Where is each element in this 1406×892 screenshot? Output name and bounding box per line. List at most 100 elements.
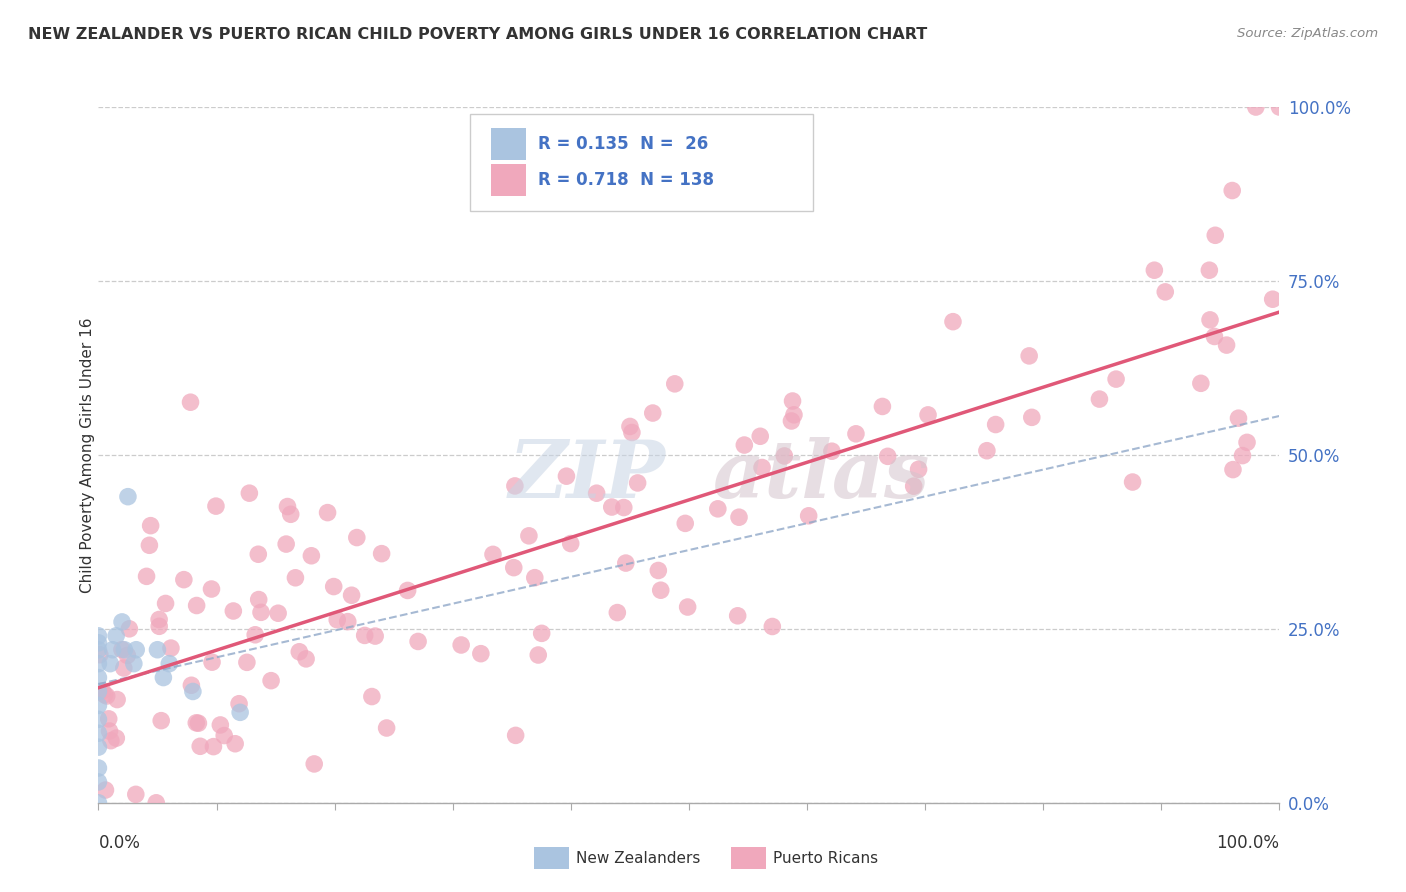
Point bbox=[299, 549, 322, 563]
Point bbox=[1088, 392, 1111, 406]
Point bbox=[707, 501, 730, 516]
Point bbox=[619, 419, 641, 434]
Point bbox=[87, 671, 110, 685]
Point bbox=[105, 692, 128, 706]
Point bbox=[87, 761, 110, 775]
Point bbox=[260, 673, 283, 688]
Point bbox=[620, 425, 643, 440]
Point bbox=[122, 657, 145, 671]
Point bbox=[187, 716, 209, 731]
Point bbox=[728, 510, 751, 524]
Point bbox=[821, 444, 844, 458]
Point bbox=[89, 648, 111, 662]
Point bbox=[353, 628, 375, 642]
Point bbox=[245, 628, 267, 642]
Point bbox=[87, 740, 110, 755]
Point bbox=[139, 518, 162, 533]
Point bbox=[105, 629, 128, 643]
Point bbox=[200, 582, 222, 596]
Point bbox=[1232, 449, 1254, 463]
Point bbox=[117, 490, 139, 504]
Point bbox=[326, 613, 349, 627]
Point bbox=[160, 641, 183, 656]
Point bbox=[1105, 372, 1128, 386]
Point bbox=[152, 671, 174, 685]
Point bbox=[1261, 292, 1284, 306]
Point bbox=[907, 462, 929, 476]
Point bbox=[112, 661, 135, 675]
Text: Puerto Ricans: Puerto Ricans bbox=[773, 851, 879, 865]
Point bbox=[148, 619, 170, 633]
Point bbox=[316, 506, 339, 520]
Point bbox=[87, 636, 110, 650]
Point bbox=[1154, 285, 1177, 299]
Point bbox=[942, 315, 965, 329]
Text: 0.0%: 0.0% bbox=[98, 834, 141, 852]
Point bbox=[876, 450, 898, 464]
Point bbox=[101, 642, 124, 657]
Text: R = 0.135  N =  26: R = 0.135 N = 26 bbox=[537, 135, 709, 153]
Point bbox=[450, 638, 472, 652]
Point bbox=[87, 698, 110, 713]
Point bbox=[1199, 313, 1222, 327]
Point bbox=[87, 712, 110, 726]
Point bbox=[138, 538, 160, 552]
Point bbox=[560, 536, 582, 550]
Point bbox=[87, 775, 110, 789]
Point bbox=[1215, 338, 1237, 352]
Point bbox=[761, 619, 783, 633]
Point bbox=[530, 626, 553, 640]
Point bbox=[502, 560, 524, 574]
Point bbox=[125, 642, 148, 657]
Point bbox=[180, 395, 202, 409]
Point bbox=[322, 580, 344, 594]
Point bbox=[336, 615, 359, 629]
Text: NEW ZEALANDER VS PUERTO RICAN CHILD POVERTY AMONG GIRLS UNDER 16 CORRELATION CHA: NEW ZEALANDER VS PUERTO RICAN CHILD POVE… bbox=[28, 27, 928, 42]
Point bbox=[676, 600, 699, 615]
Point bbox=[205, 499, 228, 513]
Point bbox=[647, 564, 669, 578]
Point bbox=[650, 583, 672, 598]
Bar bbox=[491, 128, 526, 160]
Point bbox=[751, 460, 773, 475]
Point bbox=[375, 721, 398, 735]
Point bbox=[87, 726, 110, 740]
Point bbox=[111, 642, 134, 657]
Point bbox=[91, 683, 114, 698]
Point bbox=[87, 657, 110, 671]
Point bbox=[302, 756, 325, 771]
Point bbox=[1189, 376, 1212, 391]
Point bbox=[96, 689, 118, 703]
Point bbox=[98, 657, 121, 671]
Point bbox=[209, 718, 232, 732]
Point bbox=[236, 656, 259, 670]
Point bbox=[984, 417, 1007, 432]
Point bbox=[145, 796, 167, 810]
Point bbox=[872, 400, 894, 414]
Point bbox=[98, 724, 121, 739]
Point bbox=[288, 645, 311, 659]
Point bbox=[396, 583, 419, 598]
Point bbox=[727, 608, 749, 623]
Point bbox=[267, 606, 290, 620]
Point bbox=[783, 408, 806, 422]
Point bbox=[482, 547, 505, 561]
Point bbox=[188, 739, 211, 754]
Point bbox=[93, 688, 115, 702]
Point bbox=[1244, 100, 1267, 114]
Y-axis label: Child Poverty Among Girls Under 16: Child Poverty Among Girls Under 16 bbox=[80, 318, 94, 592]
Point bbox=[626, 475, 648, 490]
Point bbox=[202, 739, 225, 754]
Point bbox=[155, 597, 177, 611]
Point bbox=[224, 737, 246, 751]
Point bbox=[797, 508, 820, 523]
Point bbox=[773, 449, 796, 463]
Point bbox=[100, 733, 122, 747]
Point bbox=[276, 500, 298, 514]
Point bbox=[1198, 263, 1220, 277]
Point bbox=[97, 712, 120, 726]
Point bbox=[186, 599, 208, 613]
Point bbox=[360, 690, 382, 704]
Text: atlas: atlas bbox=[713, 437, 929, 515]
Point bbox=[180, 678, 202, 692]
